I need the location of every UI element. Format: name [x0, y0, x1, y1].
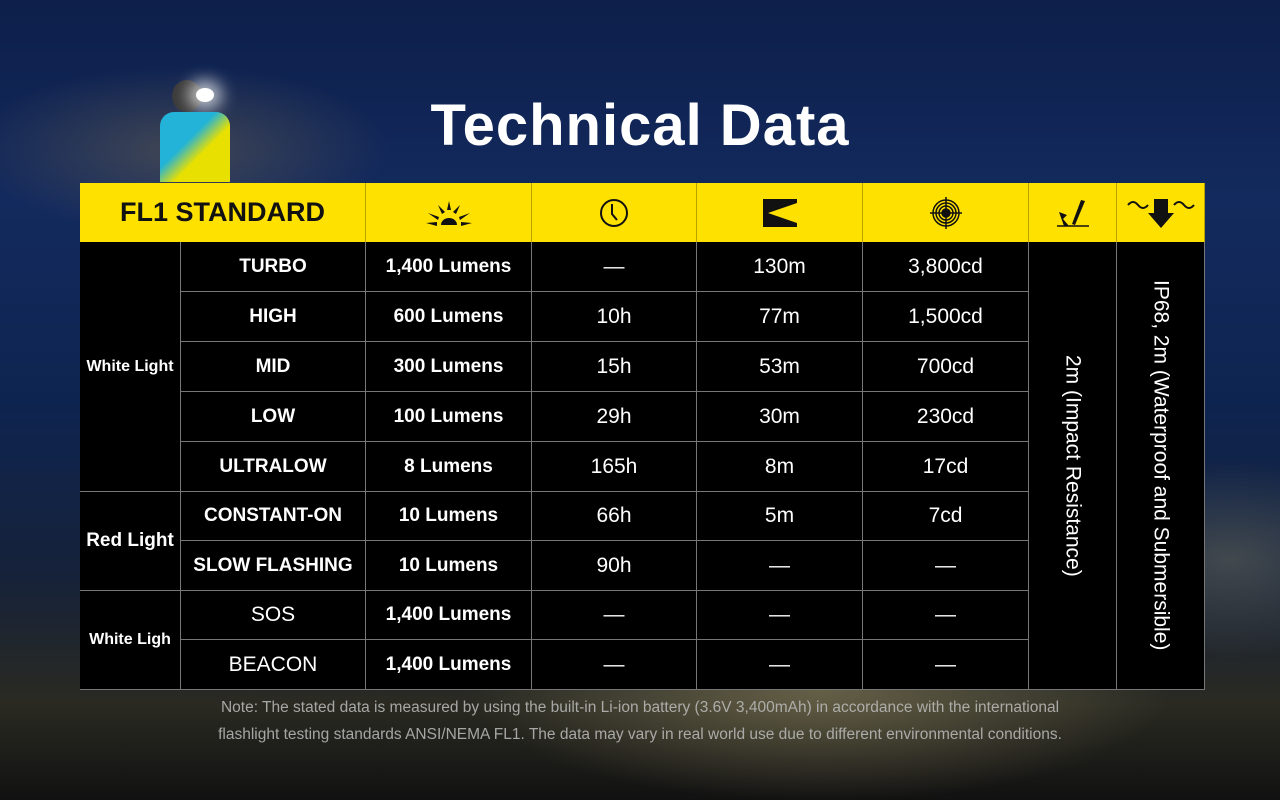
- output-cell: 1,400 Lumens: [366, 591, 532, 640]
- runtime-cell: 90h: [532, 541, 697, 591]
- headlamp-glow: [196, 88, 214, 102]
- header-beam-distance: [697, 183, 863, 242]
- hiker-jacket: [160, 112, 230, 182]
- mode-cell: BEACON: [181, 640, 366, 690]
- runtime-cell: 66h: [532, 492, 697, 541]
- beam-distance-icon: [762, 198, 798, 228]
- header-peak-intensity-target: [863, 183, 1029, 242]
- distance-cell: 5m: [697, 492, 863, 541]
- output-cell: 1,400 Lumens: [366, 242, 532, 292]
- intensity-cell: —: [863, 640, 1029, 690]
- mode-cell: TURBO: [181, 242, 366, 292]
- output-cell: 600 Lumens: [366, 292, 532, 342]
- waterproof-icon: [1126, 197, 1196, 229]
- waterproof-cell: IP68, 2m (Waterproof and Submersible): [1117, 242, 1205, 690]
- distance-cell: 53m: [697, 342, 863, 392]
- brightness-icon: [424, 199, 474, 227]
- runtime-cell: —: [532, 591, 697, 640]
- waterproof-text: IP68, 2m (Waterproof and Submersible): [1149, 280, 1173, 651]
- header-waterproof: [1117, 183, 1205, 242]
- impact-resistance-text: 2m (Impact Resistance): [1061, 354, 1085, 577]
- intensity-cell: —: [863, 541, 1029, 591]
- distance-cell: 130m: [697, 242, 863, 292]
- mode-cell: ULTRALOW: [181, 442, 366, 492]
- runtime-cell: —: [532, 640, 697, 690]
- footnote: Note: The stated data is measured by usi…: [0, 694, 1280, 748]
- note-line-1: Note: The stated data is measured by usi…: [220, 699, 1060, 716]
- distance-cell: —: [697, 640, 863, 690]
- intensity-cell: 230cd: [863, 392, 1029, 442]
- output-cell: 10 Lumens: [366, 541, 532, 591]
- distance-cell: 30m: [697, 392, 863, 442]
- intensity-cell: 700cd: [863, 342, 1029, 392]
- impact-resistance-cell: 2m (Impact Resistance): [1029, 242, 1117, 690]
- group-label: White Light: [80, 242, 181, 492]
- runtime-cell: 15h: [532, 342, 697, 392]
- runtime-clock-icon: [599, 198, 629, 228]
- intensity-cell: 3,800cd: [863, 242, 1029, 292]
- mode-cell: MID: [181, 342, 366, 392]
- header-brightness: [366, 183, 532, 242]
- distance-cell: 77m: [697, 292, 863, 342]
- output-cell: 10 Lumens: [366, 492, 532, 541]
- runtime-cell: 10h: [532, 292, 697, 342]
- mode-cell: CONSTANT-ON: [181, 492, 366, 541]
- distance-cell: —: [697, 591, 863, 640]
- output-cell: 8 Lumens: [366, 442, 532, 492]
- mode-cell: SOS: [181, 591, 366, 640]
- mode-cell: SLOW FLASHING: [181, 541, 366, 591]
- mode-cell: LOW: [181, 392, 366, 442]
- page-title: Technical Data: [430, 93, 850, 158]
- header-fl1-standard: FL1 STANDARD: [80, 183, 366, 242]
- intensity-cell: 17cd: [863, 442, 1029, 492]
- mode-cell: HIGH: [181, 292, 366, 342]
- impact-resistance-icon: [1055, 198, 1091, 228]
- distance-cell: 8m: [697, 442, 863, 492]
- runtime-cell: 29h: [532, 392, 697, 442]
- output-cell: 100 Lumens: [366, 392, 532, 442]
- intensity-cell: 1,500cd: [863, 292, 1029, 342]
- intensity-cell: 7cd: [863, 492, 1029, 541]
- peak-intensity-target-icon: [929, 196, 962, 229]
- output-cell: 300 Lumens: [366, 342, 532, 392]
- runtime-cell: —: [532, 242, 697, 292]
- runtime-cell: 165h: [532, 442, 697, 492]
- note-line-2: flashlight testing standards ANSI/NEMA F…: [218, 726, 1062, 743]
- header-impact-resistance: [1029, 183, 1117, 242]
- output-cell: 1,400 Lumens: [366, 640, 532, 690]
- intensity-cell: —: [863, 591, 1029, 640]
- header-runtime-clock: [532, 183, 697, 242]
- distance-cell: —: [697, 541, 863, 591]
- group-label: Red Light: [80, 492, 181, 591]
- group-label: White Ligh: [80, 591, 181, 690]
